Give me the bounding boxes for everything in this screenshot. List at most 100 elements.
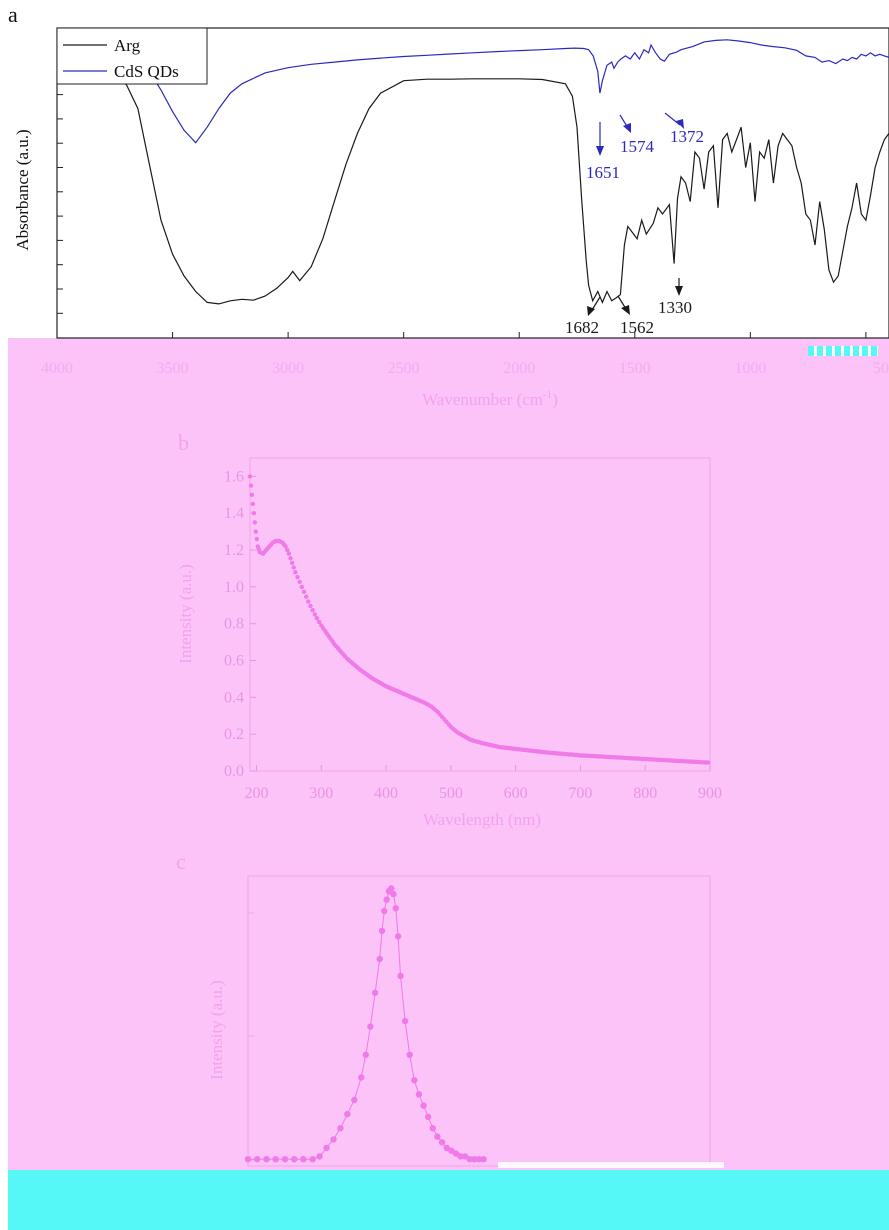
panel-b-y-tick-label: 0.0 [224,763,244,780]
panel-b-y-tick-label: 1.2 [224,542,244,559]
panel-c: c Intensity (a.u.) [176,849,711,1167]
panel-b-x-label: Wavelength (nm) [423,810,541,829]
panel-b-x-ticks: 200 300 400 500 600 700 800 900 [244,765,722,802]
panel-c-data-point [434,1133,441,1140]
panel-b-y-ticks: 0.0 0.2 0.4 0.6 0.8 1.0 1.2 1.4 1.6 [224,468,256,780]
panel-c-data-point [471,1156,478,1163]
panel-c-data-point [330,1136,337,1143]
panel-b-letter: b [178,430,189,455]
panel-b-data-point [253,529,258,534]
panel-c-data-point [420,1102,427,1109]
panel-c-data-point [254,1156,261,1163]
panel-b-data-point [308,603,313,609]
panel-c-data-point [401,1017,409,1025]
glitch-cyan-strip [808,346,878,356]
panel-c-data-point [376,955,383,963]
panel-c-data-point [448,1147,455,1154]
panel-b-data-point [250,501,256,507]
panel-a-x-tick-label: 3500 [157,360,189,377]
panel-b-data-point [285,547,290,553]
panel-c-data-point [394,933,402,940]
panel-c-data-point [263,1156,270,1163]
panel-c-data-point [272,1156,279,1163]
panel-a-x-tick-label: 4000 [41,360,73,377]
panel-b-data-point [295,574,300,580]
panel-b-data-point [299,584,304,590]
panel-b-data-point [286,551,292,556]
panel-c-data-point [362,1051,369,1059]
panel-b-x-tick-label: 900 [698,785,722,802]
panel-b-data-point [249,492,255,497]
annotation-1562: 1562 [617,295,654,337]
panel-b-data-point [247,474,253,479]
panel-c-letter: c [176,849,186,874]
panel-c-data-points [244,885,487,1163]
panel-b-data-point [248,483,254,488]
panel-b: b 0.0 0.2 0.4 0.6 0.8 1.0 1.2 1.4 1.6 200 300 400 5… [176,430,722,829]
panel-b-data-points [247,474,711,765]
panel-c-curve [248,887,484,1160]
legend-box [56,27,208,85]
panel-b-data-point [252,520,258,525]
panel-a-x-tick-label: 1000 [734,360,766,377]
panel-a-x-tick-label: 1500 [619,360,651,377]
panel-b-x-tick-label: 200 [244,785,268,802]
panel-c-data-point [358,1074,365,1081]
panel-c-data-point [392,905,399,912]
panel-b-data-point [254,536,259,542]
panel-b-y-tick-label: 0.2 [224,726,244,743]
panel-c-data-point [316,1153,323,1160]
panel-b-frame [249,457,711,772]
panel-b-y-label: Intensity (a.u.) [176,564,195,664]
panel-a-x-ticks [56,332,867,338]
panel-b-x-tick-label: 500 [439,785,463,802]
panel-b-x-tick-label: 400 [374,785,398,802]
panel-b-data-point [304,594,309,599]
panel-a-x-tick-label: 2000 [503,360,535,377]
panel-a-x-tick-label: 2500 [388,360,420,377]
panel-b-data-point [314,616,320,621]
panel-b-y-tick-label: 0.6 [224,653,244,670]
panel-c-data-point [425,1113,432,1121]
panel-c-data-point [367,1023,374,1030]
panel-c-data-point [344,1110,351,1118]
panel-c-data-point [291,1156,298,1163]
panel-c-data-point [480,1156,487,1163]
glitch-white-strip [498,1162,724,1168]
panel-a-letter: a [8,2,18,27]
panel-c-data-point [381,907,388,915]
panel-c-data-point [406,1051,413,1059]
panel-c-data-point [244,1156,252,1163]
panel-c-data-point [466,1156,473,1163]
svg-text:1574: 1574 [620,137,655,156]
panel-a-x-tick-label: 50 [873,360,889,377]
panel-c-data-point [457,1153,464,1160]
panel-a-annotations: 1651 1574 1372 1682 1562 [565,112,704,337]
panel-a-x-tick-labels: 4000 3500 3000 2500 2000 1500 1000 50 [41,360,889,377]
figure-cyan-band [8,1170,889,1230]
panel-c-data-point [461,1153,469,1160]
svg-text:1682: 1682 [565,318,599,337]
panel-b-data-point [301,589,307,594]
cds-qds-series-line [57,39,889,144]
panel-c-data-point [383,896,390,903]
panel-a-x-tick-label: 3000 [272,360,304,377]
panel-a: a 4000 3500 3000 2500 2000 1500 1000 50 Absorba… [8,2,889,409]
panel-b-data-point [288,556,293,561]
panel-c-data-point [309,1156,316,1163]
panel-b-data-point [283,544,288,549]
panel-c-data-point [323,1144,330,1152]
svg-text:1372: 1372 [670,127,704,146]
panel-c-data-point [452,1150,460,1157]
arg-series-line [56,65,889,305]
panel-c-data-point [390,890,397,898]
svg-text:1651: 1651 [586,163,620,182]
panel-b-y-tick-label: 1.0 [224,579,244,596]
panel-b-data-point [310,608,315,613]
panel-c-data-point [378,927,386,934]
panel-b-data-point [705,760,711,765]
svg-text:1562: 1562 [620,318,654,337]
panel-b-x-tick-label: 700 [568,785,592,802]
annotation-1651: 1651 [586,122,620,182]
